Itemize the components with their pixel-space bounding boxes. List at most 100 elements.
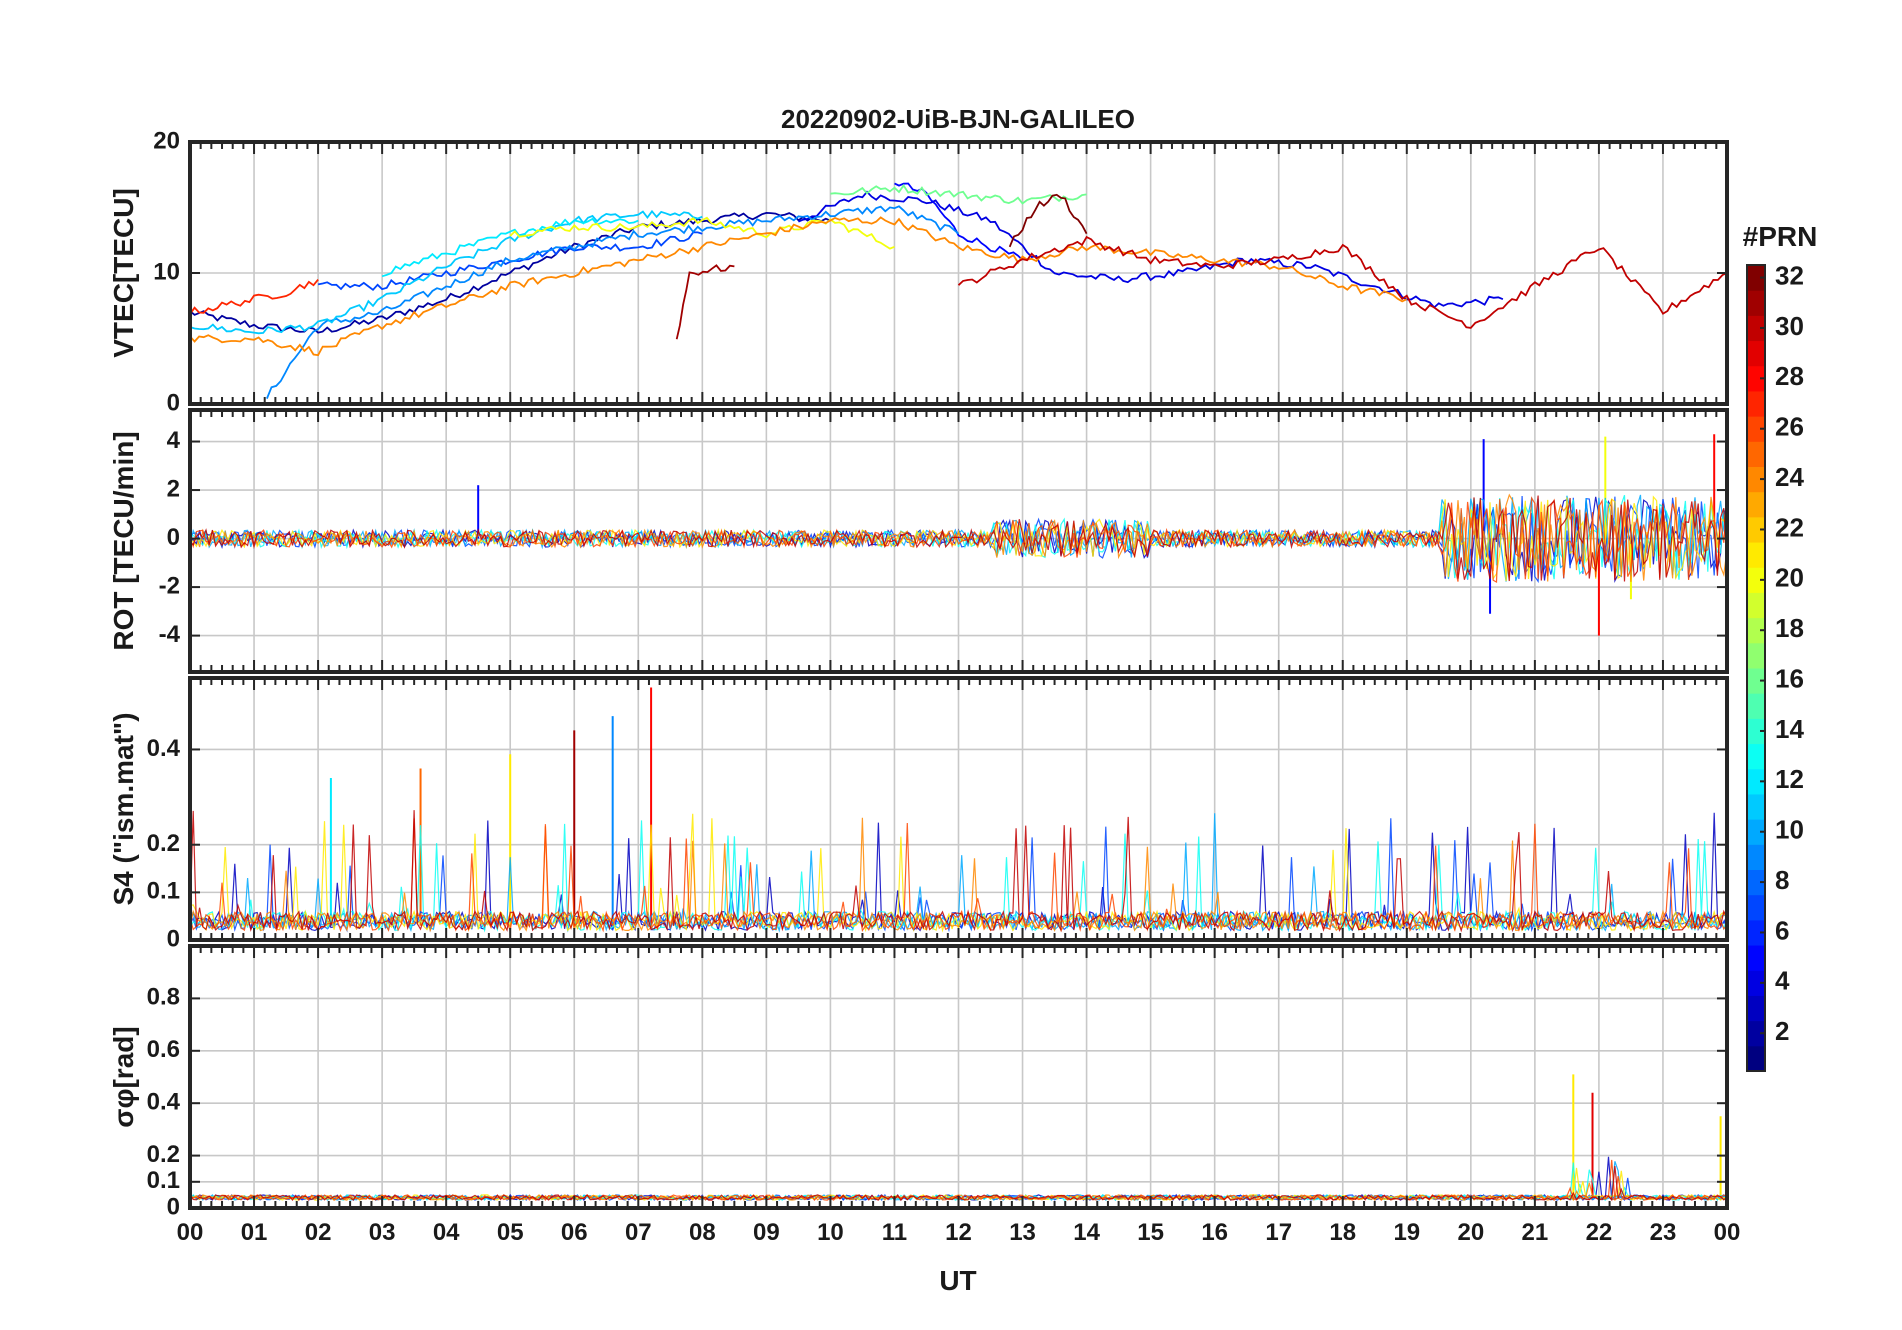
x-tick-label: 10 bbox=[817, 1219, 844, 1246]
x-tick-label: 19 bbox=[1393, 1219, 1420, 1246]
colorbar-tick-label: 32 bbox=[1775, 260, 1804, 290]
x-tick-label: 08 bbox=[689, 1219, 716, 1246]
vtec-series-prn-2 bbox=[190, 211, 831, 334]
colorbar-cell bbox=[1747, 1020, 1765, 1047]
vtec-series-prn-27 bbox=[190, 279, 319, 315]
colorbar-cell bbox=[1747, 970, 1765, 996]
colorbar-cell bbox=[1747, 718, 1765, 745]
x-tick-label: 00 bbox=[1714, 1219, 1741, 1246]
colorbar-cell bbox=[1747, 441, 1765, 467]
vtec-series-prn-11 bbox=[190, 209, 703, 335]
rot-trace-texture bbox=[190, 496, 1727, 583]
x-tick-label: 09 bbox=[753, 1219, 780, 1246]
x-tick-label: 16 bbox=[1201, 1219, 1228, 1246]
colorbar-cell bbox=[1747, 844, 1765, 870]
colorbar-cell bbox=[1747, 390, 1765, 417]
vtec-series-prn-32 bbox=[1008, 193, 1088, 248]
s4-trace-texture bbox=[190, 817, 1727, 933]
sigma-y-tick-label: 0.6 bbox=[147, 1036, 180, 1063]
sigma-y-tick-label: 0.8 bbox=[147, 984, 180, 1011]
rot-trace-texture bbox=[190, 495, 1727, 582]
sigma-ylabel: σφ[rad] bbox=[108, 1026, 139, 1127]
vtec-series-prn-30 bbox=[957, 235, 1727, 329]
colorbar-tick-label: 6 bbox=[1775, 915, 1789, 945]
x-tick-label: 22 bbox=[1586, 1219, 1613, 1246]
colorbar-tick-label: 22 bbox=[1775, 512, 1804, 542]
colorbar-cell bbox=[1747, 416, 1765, 442]
colorbar-cell bbox=[1747, 743, 1765, 770]
colorbar-cell bbox=[1747, 869, 1765, 896]
x-tick-label: 01 bbox=[241, 1219, 268, 1246]
colorbar-tick-label: 14 bbox=[1775, 714, 1804, 744]
colorbar-cell bbox=[1747, 617, 1765, 644]
x-tick-label: 12 bbox=[945, 1219, 972, 1246]
s4-y-tick-label: 0.4 bbox=[147, 735, 181, 762]
colorbar-cell bbox=[1747, 945, 1765, 971]
s4-y-tick-label: 0 bbox=[167, 925, 180, 952]
colorbar-cell bbox=[1747, 491, 1765, 518]
colorbar-cell bbox=[1747, 315, 1765, 342]
x-tick-label: 23 bbox=[1650, 1219, 1677, 1246]
vtec-series-prn-24 bbox=[190, 216, 1408, 357]
vtec-y-tick-label: 10 bbox=[153, 258, 180, 285]
sigma-y-tick-label: 0.2 bbox=[147, 1141, 180, 1168]
vtec-series-prn-9 bbox=[266, 205, 960, 399]
s4-trace-texture bbox=[190, 818, 1727, 933]
colorbar-tick-label: 8 bbox=[1775, 865, 1789, 895]
colorbar-cell bbox=[1747, 995, 1765, 1022]
rot-trace-texture bbox=[190, 493, 1727, 582]
colorbar-tick-label: 30 bbox=[1775, 311, 1804, 341]
colorbar-cell bbox=[1747, 693, 1765, 719]
colorbar-cell bbox=[1747, 265, 1765, 291]
sigma-y-tick-label: 0.4 bbox=[147, 1089, 181, 1116]
colorbar-tick-label: 26 bbox=[1775, 412, 1804, 442]
s4-ylabel: S4 ("ism.mat") bbox=[108, 712, 139, 905]
vtec-series-prn-31 bbox=[675, 264, 735, 340]
sigma-y-tick-label: 0.1 bbox=[147, 1167, 180, 1194]
vtec-series-prn-5 bbox=[894, 182, 1024, 261]
x-tick-label: 13 bbox=[1009, 1219, 1036, 1246]
x-axis-label: UT bbox=[939, 1265, 976, 1296]
rot-y-tick-label: 2 bbox=[167, 475, 180, 502]
colorbar-cell bbox=[1747, 466, 1765, 493]
x-tick-labels: 00 01 02 03 04 05 06 07 08 09 10 11 12 13 14 15 16 17 18 19… bbox=[177, 1219, 1741, 1246]
s4-panel: 0 0.1 0.2 0.4 S4 ("ism.mat") bbox=[108, 676, 1729, 952]
vtec-y-tick-label: 20 bbox=[153, 127, 180, 154]
x-tick-label: 21 bbox=[1522, 1219, 1549, 1246]
vtec-ylabel: VTEC[TECU] bbox=[108, 188, 139, 358]
x-tick-label: 00 bbox=[177, 1219, 204, 1246]
rot-y-tick-label: 4 bbox=[167, 427, 181, 454]
vtec-series-prn-20 bbox=[509, 216, 895, 250]
vtec-panel: 0 10 20 VTEC[TECU] bbox=[108, 127, 1729, 416]
x-tick-label: 02 bbox=[305, 1219, 332, 1246]
x-tick-label: 06 bbox=[561, 1219, 588, 1246]
colorbar-cell bbox=[1747, 516, 1765, 543]
colorbar-tick-label: 2 bbox=[1775, 1016, 1789, 1046]
colorbar-cell bbox=[1747, 542, 1765, 568]
x-tick-label: 07 bbox=[625, 1219, 652, 1246]
x-tick-label: 05 bbox=[497, 1219, 524, 1246]
rot-y-tick-label: -4 bbox=[159, 621, 181, 648]
x-tick-label: 04 bbox=[433, 1219, 460, 1246]
colorbar-tick-label: 12 bbox=[1775, 764, 1804, 794]
colorbar-cell bbox=[1747, 642, 1765, 669]
colorbar-tick-label: 18 bbox=[1775, 613, 1804, 643]
colorbar-label: #PRN bbox=[1743, 221, 1818, 252]
colorbar-cell bbox=[1747, 1045, 1765, 1072]
vtec-series-prn-12 bbox=[381, 217, 639, 278]
rot-panel: -4 -2 0 2 4 ROT [TECU/min] bbox=[108, 408, 1729, 674]
x-tick-label: 03 bbox=[369, 1219, 396, 1246]
rot-trace-texture bbox=[190, 495, 1727, 582]
colorbar-cell bbox=[1747, 340, 1765, 367]
vtec-series-prn-16 bbox=[830, 183, 1087, 205]
s4-y-tick-label: 0.1 bbox=[147, 878, 180, 905]
s4-y-tick-label: 0.2 bbox=[147, 830, 180, 857]
rot-ylabel: ROT [TECU/min] bbox=[108, 431, 139, 650]
colorbar-cell bbox=[1747, 290, 1765, 316]
x-tick-label: 14 bbox=[1073, 1219, 1100, 1246]
s4-trace-texture bbox=[190, 820, 1727, 933]
colorbar-tick-label: 16 bbox=[1775, 663, 1804, 693]
x-tick-label: 15 bbox=[1137, 1219, 1164, 1246]
